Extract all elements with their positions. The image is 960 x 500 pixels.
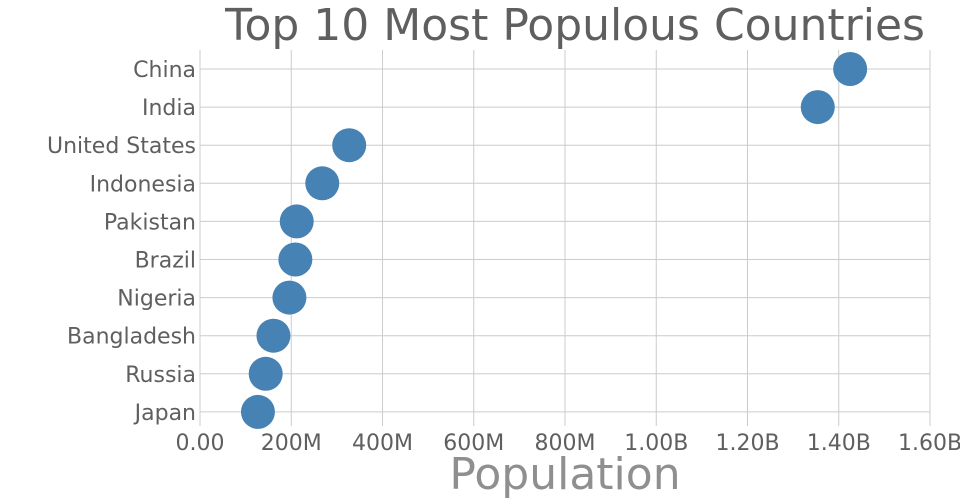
y-tick-label: Japan [133, 401, 196, 426]
x-tick-labels: 0.00 200M 400M 600M 800M 1.00B 1.20B 1.40B 1.60B [176, 431, 960, 456]
data-point [332, 128, 367, 163]
y-tick-label: China [133, 58, 196, 83]
data-point [278, 242, 313, 277]
y-tick-label: Bangladesh [67, 325, 196, 350]
data-points [240, 52, 868, 429]
data-point [272, 280, 307, 315]
y-tick-label: Pakistan [104, 210, 196, 235]
data-point [256, 318, 291, 353]
x-tick-label: 1.00B [624, 431, 688, 456]
x-axis-label: Population [449, 449, 680, 500]
data-point [305, 166, 340, 201]
y-tick-label: United States [47, 134, 196, 159]
chart-title: Top 10 Most Populous Countries [224, 0, 925, 51]
x-tick-label: 800M [535, 431, 596, 456]
y-tick-label: Indonesia [90, 172, 196, 197]
data-point [800, 90, 835, 125]
x-tick-label: 1.20B [715, 431, 779, 456]
x-tick-label: 0.00 [176, 431, 225, 456]
data-point [240, 394, 275, 429]
y-tick-label: Brazil [135, 249, 196, 274]
x-tick-label: 400M [352, 431, 413, 456]
x-tick-label: 600M [443, 431, 504, 456]
data-point [833, 52, 868, 86]
y-tick-label: India [142, 96, 196, 121]
data-point [248, 356, 283, 391]
grid-layer [199, 50, 931, 426]
y-tick-label: Nigeria [117, 287, 196, 312]
x-tick-label: 1.60B [898, 431, 960, 456]
data-point [279, 204, 314, 239]
y-tick-label: Russia [125, 363, 196, 388]
x-tick-label: 200M [261, 431, 322, 456]
x-tick-label: 1.40B [807, 431, 871, 456]
y-tick-labels: China India United States Indonesia Pakistan… [47, 58, 196, 426]
